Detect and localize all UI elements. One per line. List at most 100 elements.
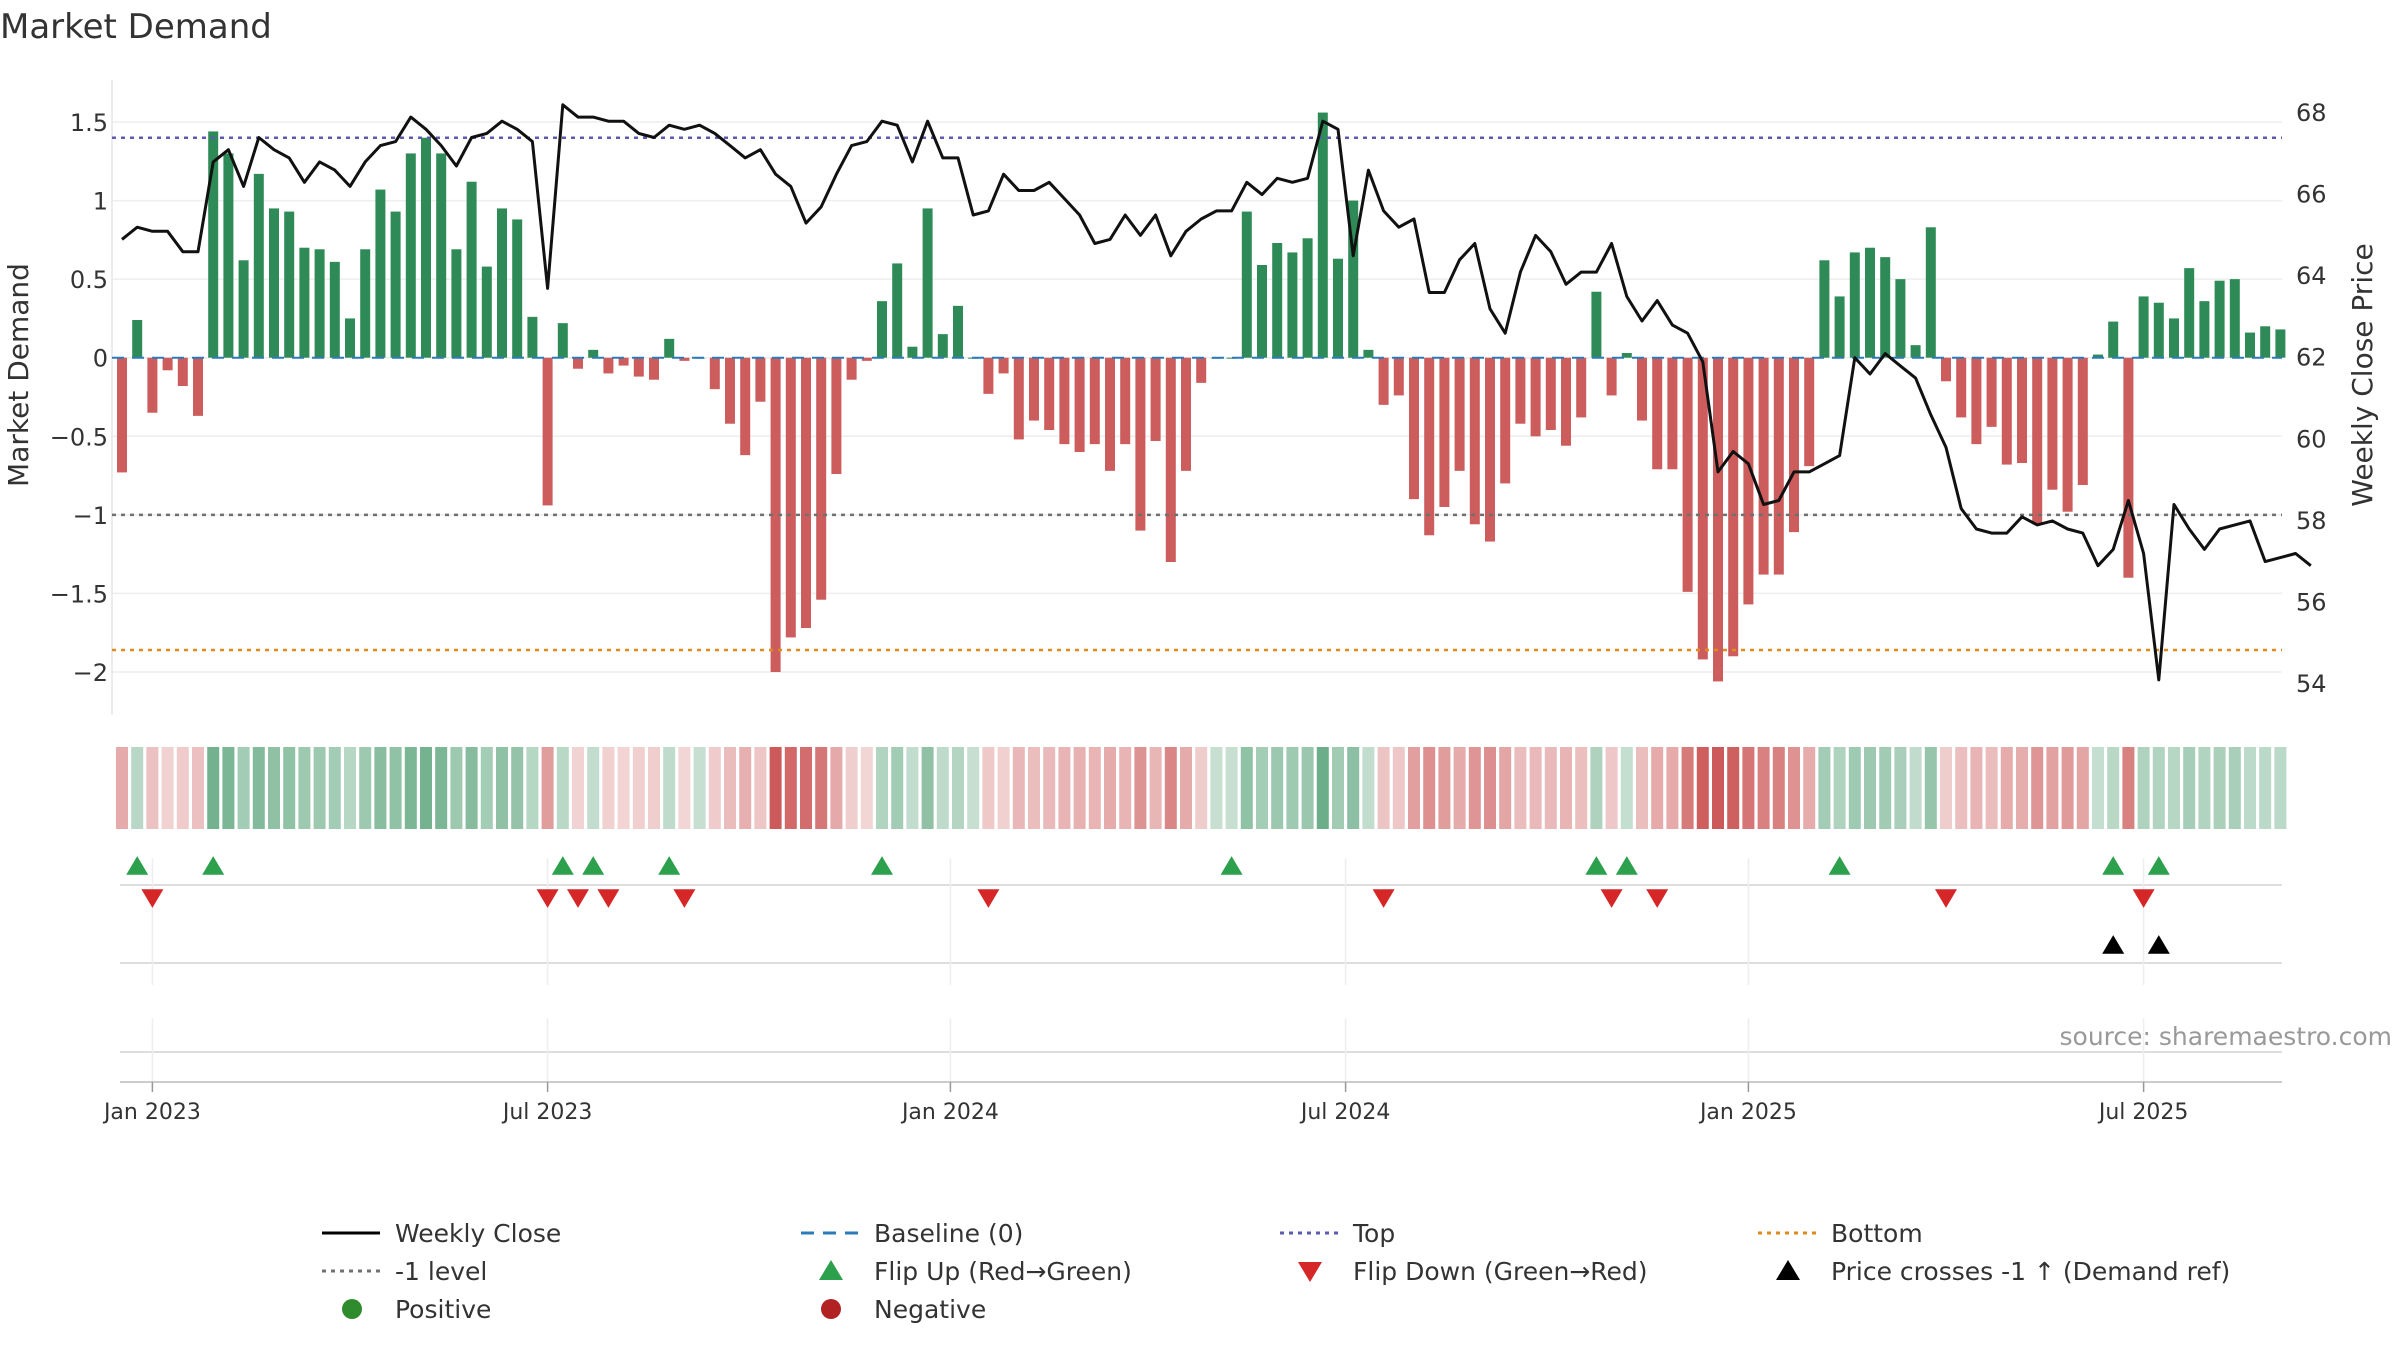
demand-bar xyxy=(892,263,903,358)
demand-bar xyxy=(1226,357,1237,359)
demand-bar xyxy=(345,318,355,358)
demand-bar xyxy=(1834,296,1845,358)
y2-axis-ticks: 68 66 64 62 60 58 56 54 xyxy=(2296,99,2327,698)
strip-cell xyxy=(602,747,615,829)
demand-bar xyxy=(1925,227,1936,358)
strip-cell xyxy=(2259,747,2272,829)
demand-bar xyxy=(725,357,735,424)
demand-bar xyxy=(2229,279,2240,358)
demand-bar xyxy=(2001,357,2012,465)
flip-up-marker xyxy=(658,856,681,875)
demand-bar xyxy=(466,181,477,358)
strip-cell xyxy=(1134,747,1147,829)
y-tick-label: 1 xyxy=(93,188,108,216)
legend-swatch xyxy=(1776,1260,1800,1280)
demand-bar xyxy=(1697,357,1708,660)
strip-cell xyxy=(359,747,372,829)
strip-cell xyxy=(222,747,235,829)
demand-bar xyxy=(162,357,173,371)
demand-bar xyxy=(497,208,507,358)
strip-cell xyxy=(952,747,964,829)
demand-bar xyxy=(1302,238,1313,358)
demand-bar xyxy=(588,349,599,358)
legend-label: -1 level xyxy=(395,1257,487,1286)
demand-bar xyxy=(238,260,249,358)
strip-cell xyxy=(374,747,387,829)
demand-bar xyxy=(633,357,644,377)
demand-bar xyxy=(770,357,781,672)
flip-up-marker xyxy=(2147,856,2170,875)
demand-bar xyxy=(1500,357,1511,484)
strip-cell xyxy=(1423,747,1436,829)
strip-cell xyxy=(784,747,797,829)
strip-cell xyxy=(2016,747,2028,829)
strip-cell xyxy=(1012,747,1025,829)
strip-cell xyxy=(906,747,919,829)
x-axis-ticks: Jan 2023 Jul 2023 Jan 2024 Jul 2024 Jan 2025… xyxy=(102,1081,2282,1125)
strip-cell xyxy=(1651,747,1664,829)
demand-bar xyxy=(679,357,690,361)
strip-cell xyxy=(328,747,341,829)
strip-cell xyxy=(693,747,706,829)
legend-swatch xyxy=(821,1299,841,1319)
strip-cell xyxy=(1788,747,1800,829)
strip-cell xyxy=(982,747,995,829)
strip-cell xyxy=(1666,747,1679,829)
demand-bar xyxy=(1257,265,1267,358)
strip-cell xyxy=(1392,747,1405,829)
demand-bar xyxy=(2260,326,2271,358)
strip-cell xyxy=(480,747,493,829)
strip-cell xyxy=(161,747,174,829)
strip-cell xyxy=(1742,747,1755,829)
strip-cell xyxy=(1848,747,1861,829)
strip-cell xyxy=(967,747,980,829)
price-line xyxy=(121,103,2312,682)
flip-down-marker xyxy=(141,889,164,908)
flip-up-marker xyxy=(582,856,605,875)
demand-bar xyxy=(603,357,614,374)
legend-swatch xyxy=(1298,1262,1322,1282)
event-rows xyxy=(120,856,2282,1088)
y-axis-label: Market Demand xyxy=(2,263,35,487)
demand-bar xyxy=(1181,357,1191,471)
strip-cell xyxy=(2244,747,2256,829)
demand-bar xyxy=(512,219,523,358)
demand-bar xyxy=(1287,252,1298,358)
demand-bar xyxy=(831,357,842,474)
strip-cell xyxy=(1362,747,1375,829)
strip-cell xyxy=(2061,747,2074,829)
strip-cell xyxy=(2183,747,2196,829)
strip-cell xyxy=(1605,747,1618,829)
demand-bar xyxy=(861,357,872,361)
demand-bar xyxy=(1378,357,1389,405)
strip-cell xyxy=(1301,747,1314,829)
strip-cell xyxy=(435,747,448,829)
flip-up-marker xyxy=(2102,856,2125,875)
demand-bar xyxy=(299,247,310,358)
strip-cell xyxy=(283,747,296,829)
strip-cell xyxy=(1772,747,1785,829)
demand-bar xyxy=(1652,357,1663,470)
demand-bar xyxy=(284,211,295,358)
demand-bar xyxy=(2123,357,2134,578)
strip-cell xyxy=(2168,747,2180,829)
strip-cell xyxy=(1544,747,1557,829)
strip-cell xyxy=(1119,747,1132,829)
strip-cell xyxy=(541,747,554,829)
demand-bar xyxy=(1849,252,1860,358)
demand-bar xyxy=(801,357,811,628)
demand-bar xyxy=(1880,257,1891,358)
strip-cell xyxy=(1408,747,1420,829)
demand-bar xyxy=(1469,357,1480,525)
demand-bar xyxy=(2017,357,2027,463)
legend-label: Top xyxy=(1352,1219,1395,1248)
strip-cell xyxy=(1818,747,1831,829)
x-tick-label: Jan 2024 xyxy=(900,1100,999,1125)
y2-tick-label: 64 xyxy=(2296,262,2327,290)
strip-cell xyxy=(131,747,144,829)
strip-cell xyxy=(237,747,250,829)
strip-cell xyxy=(207,747,220,829)
demand-bar xyxy=(998,357,1009,374)
state-color-strip xyxy=(116,747,2287,829)
